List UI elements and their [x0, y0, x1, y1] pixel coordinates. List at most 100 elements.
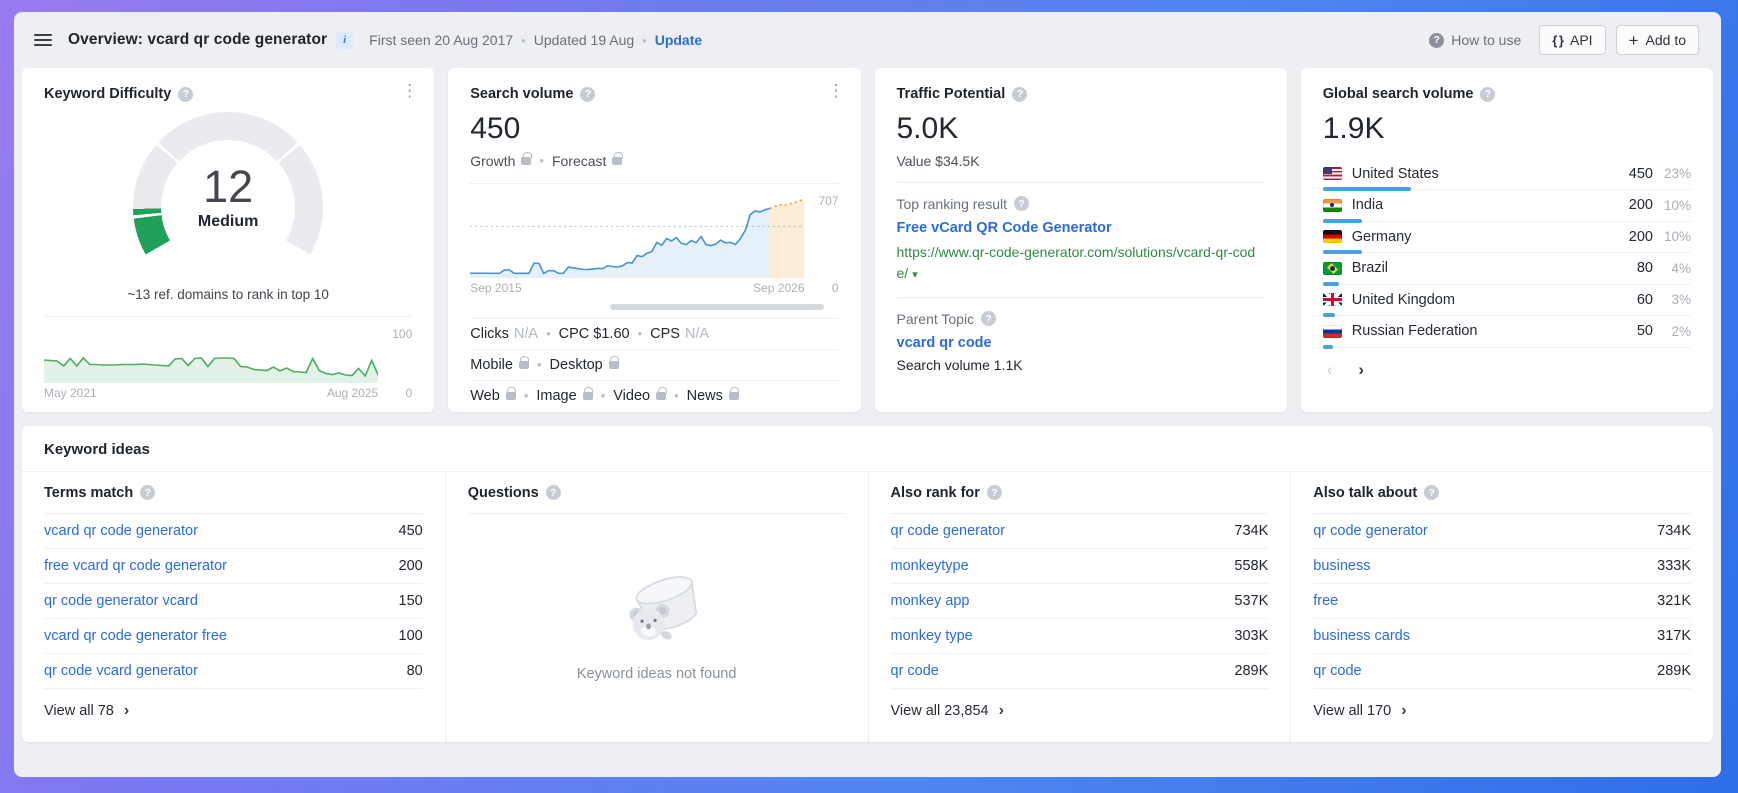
- country-volume: 200: [1628, 197, 1653, 214]
- keyword-link[interactable]: qr code vcard generator: [44, 663, 198, 679]
- how-to-use-link[interactable]: ? How to use: [1429, 32, 1521, 48]
- column-header: Terms match?: [44, 472, 423, 514]
- top-bar: Overview: vcard qr code generator i Firs…: [14, 12, 1721, 68]
- country-percent: 3%: [1671, 292, 1691, 308]
- help-icon[interactable]: ?: [1012, 86, 1028, 102]
- keyword-row: free 321K: [1313, 584, 1691, 619]
- video-label[interactable]: Video: [613, 387, 651, 404]
- help-icon[interactable]: ?: [981, 311, 997, 326]
- keyword-volume: 289K: [1234, 663, 1269, 679]
- chevron-left-icon[interactable]: ‹: [1326, 359, 1333, 379]
- keyword-row: qr code vcard generator 80: [44, 654, 423, 689]
- question-circle-icon: ?: [1429, 32, 1445, 48]
- kd-score: 12: [203, 161, 254, 212]
- help-icon[interactable]: ?: [1480, 86, 1496, 102]
- keyword-ideas-title: Keyword ideas: [22, 426, 1713, 472]
- forecast-label[interactable]: Forecast: [551, 152, 607, 169]
- kebab-menu-icon[interactable]: ⋮: [401, 81, 419, 100]
- help-icon[interactable]: ?: [178, 86, 194, 102]
- keyword-link[interactable]: qr code generator vcard: [44, 593, 198, 609]
- keyword-link[interactable]: vcard qr code generator free: [44, 628, 227, 644]
- empty-state-illustration: [629, 576, 697, 640]
- top-ranking-result-link[interactable]: Free vCard QR Code Generator: [896, 219, 1112, 236]
- keyword-link[interactable]: monkeytype: [890, 558, 969, 574]
- keyword-volume: 200: [398, 558, 423, 574]
- add-to-button[interactable]: + Add to: [1615, 25, 1699, 55]
- keyword-link[interactable]: qr code: [890, 663, 939, 679]
- kd-history-chart: [44, 327, 379, 383]
- country-name: Germany: [1351, 228, 1412, 245]
- keyword-link[interactable]: monkey type: [890, 628, 973, 644]
- keyword-ideas-columns: Terms match? vcard qr code generator 450 fr…: [22, 472, 1713, 742]
- keyword-link[interactable]: vcard qr code generator: [44, 523, 198, 539]
- dot-separator: •: [521, 32, 526, 48]
- empty-state-text: Keyword ideas not found: [576, 666, 737, 682]
- axis-label: Sep 2015: [470, 280, 522, 295]
- keyword-column-questions: Questions? Keyword ideas not found: [444, 472, 868, 742]
- keyword-link[interactable]: business: [1313, 558, 1371, 574]
- column-label: Terms match: [44, 484, 134, 501]
- web-label[interactable]: Web: [470, 387, 500, 404]
- keyword-link[interactable]: qr code: [1313, 663, 1362, 679]
- keyword-volume: 333K: [1657, 558, 1691, 574]
- keyword-link[interactable]: business cards: [1313, 628, 1410, 644]
- lock-icon: [656, 386, 667, 400]
- keyword-link[interactable]: free: [1313, 593, 1339, 609]
- growth-label[interactable]: Growth: [470, 152, 516, 169]
- keyword-link[interactable]: free vcard qr code generator: [44, 558, 227, 574]
- chevron-right-icon[interactable]: ›: [1358, 359, 1365, 379]
- keyword-meta: First seen 20 Aug 2017 • Updated 19 Aug …: [369, 32, 702, 48]
- help-icon[interactable]: ?: [986, 485, 1002, 500]
- keyword-volume: 303K: [1234, 628, 1269, 644]
- keyword-volume: 734K: [1657, 523, 1691, 539]
- country-volume: 450: [1628, 165, 1653, 182]
- lock-icon: [521, 151, 532, 165]
- plus-icon: +: [1628, 30, 1639, 50]
- axis-label: 707: [818, 193, 839, 208]
- germany-flag-icon: [1322, 230, 1342, 244]
- chevron-right-icon: ›: [123, 702, 130, 719]
- clicks-label: Clicks: [470, 325, 509, 342]
- chart-scrollbar[interactable]: [610, 303, 824, 310]
- api-button[interactable]: { } API: [1539, 25, 1606, 55]
- update-link[interactable]: Update: [654, 32, 703, 48]
- help-icon[interactable]: ?: [580, 86, 596, 102]
- keyword-link[interactable]: qr code generator: [890, 523, 1005, 539]
- keyword-link[interactable]: qr code generator: [1313, 523, 1428, 539]
- card-title: Search volume: [470, 86, 574, 102]
- column-label: Also talk about: [1313, 484, 1418, 501]
- top-bar-actions: ? How to use { } API + Add to: [1429, 25, 1699, 55]
- desktop-label[interactable]: Desktop: [549, 356, 603, 373]
- keyword-row: qr code generator vcard 150: [44, 584, 423, 619]
- keyword-row: vcard qr code generator free 100: [44, 619, 423, 654]
- chevron-right-icon: ›: [1401, 702, 1407, 719]
- mobile-label[interactable]: Mobile: [470, 356, 513, 373]
- kd-gauge: 12 Medium ~13 ref. domains to rank in to…: [127, 112, 329, 302]
- top-ranking-url[interactable]: https://www.qr-code-generator.com/soluti…: [896, 243, 1256, 281]
- help-icon[interactable]: ?: [545, 485, 561, 500]
- menu-icon[interactable]: [34, 34, 52, 46]
- axis-label: Sep 2026: [753, 280, 805, 295]
- column-header: Questions?: [467, 472, 846, 514]
- country-percent: 2%: [1671, 323, 1691, 339]
- help-icon[interactable]: ?: [1424, 485, 1440, 500]
- caret-down-icon[interactable]: ▾: [912, 268, 918, 281]
- help-icon[interactable]: ?: [140, 485, 156, 500]
- india-flag-icon: [1322, 198, 1342, 212]
- view-all-link[interactable]: View all 23,854 ›: [891, 689, 1269, 733]
- info-icon[interactable]: i: [336, 31, 354, 49]
- kd-level: Medium: [197, 212, 259, 230]
- view-all-link[interactable]: View all 78 ›: [44, 689, 423, 733]
- lock-icon: [518, 355, 530, 369]
- kebab-menu-icon[interactable]: ⋮: [827, 81, 845, 100]
- keyword-link[interactable]: monkey app: [890, 593, 970, 609]
- keyword-column-also-talk-about: Also talk about? qr code generator 734K bus…: [1290, 472, 1713, 742]
- view-all-link[interactable]: View all 170 ›: [1313, 689, 1691, 733]
- news-label[interactable]: News: [686, 387, 723, 404]
- axis-label: 0: [831, 280, 839, 295]
- image-label[interactable]: Image: [536, 387, 577, 404]
- help-icon[interactable]: ?: [1014, 196, 1030, 211]
- parent-topic-volume: Search volume 1.1K: [896, 356, 1023, 373]
- parent-topic-link[interactable]: vcard qr code: [896, 334, 992, 351]
- keyword-ideas-section: Keyword ideas Terms match? vcard qr code …: [22, 426, 1713, 742]
